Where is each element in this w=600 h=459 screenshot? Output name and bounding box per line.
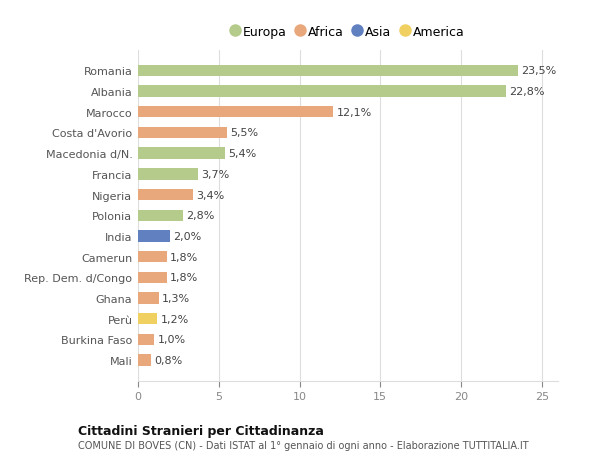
Bar — [138, 313, 157, 325]
Bar — [138, 128, 227, 139]
Bar — [138, 107, 334, 118]
Bar — [138, 66, 518, 77]
Bar — [138, 169, 198, 180]
Text: 3,7%: 3,7% — [201, 169, 229, 179]
Text: Cittadini Stranieri per Cittadinanza: Cittadini Stranieri per Cittadinanza — [78, 425, 324, 437]
Text: 5,4%: 5,4% — [229, 149, 257, 159]
Text: 2,8%: 2,8% — [187, 211, 215, 221]
Bar — [138, 86, 506, 97]
Text: 22,8%: 22,8% — [509, 87, 545, 97]
Legend: Europa, Africa, Asia, America: Europa, Africa, Asia, America — [229, 24, 467, 42]
Text: 1,8%: 1,8% — [170, 273, 199, 283]
Bar — [138, 355, 151, 366]
Text: COMUNE DI BOVES (CN) - Dati ISTAT al 1° gennaio di ogni anno - Elaborazione TUTT: COMUNE DI BOVES (CN) - Dati ISTAT al 1° … — [78, 440, 529, 450]
Text: 23,5%: 23,5% — [521, 66, 556, 76]
Bar — [138, 252, 167, 263]
Text: 1,2%: 1,2% — [161, 314, 189, 324]
Text: 3,4%: 3,4% — [196, 190, 224, 200]
Text: 0,8%: 0,8% — [154, 355, 182, 365]
Bar — [138, 293, 159, 304]
Bar — [138, 210, 183, 221]
Text: 1,0%: 1,0% — [157, 335, 185, 345]
Text: 5,5%: 5,5% — [230, 128, 258, 138]
Bar — [138, 148, 225, 159]
Bar — [138, 231, 170, 242]
Text: 1,3%: 1,3% — [162, 293, 190, 303]
Text: 12,1%: 12,1% — [337, 107, 372, 118]
Bar — [138, 272, 167, 283]
Text: 2,0%: 2,0% — [173, 231, 202, 241]
Bar — [138, 190, 193, 201]
Text: 1,8%: 1,8% — [170, 252, 199, 262]
Bar — [138, 334, 154, 345]
